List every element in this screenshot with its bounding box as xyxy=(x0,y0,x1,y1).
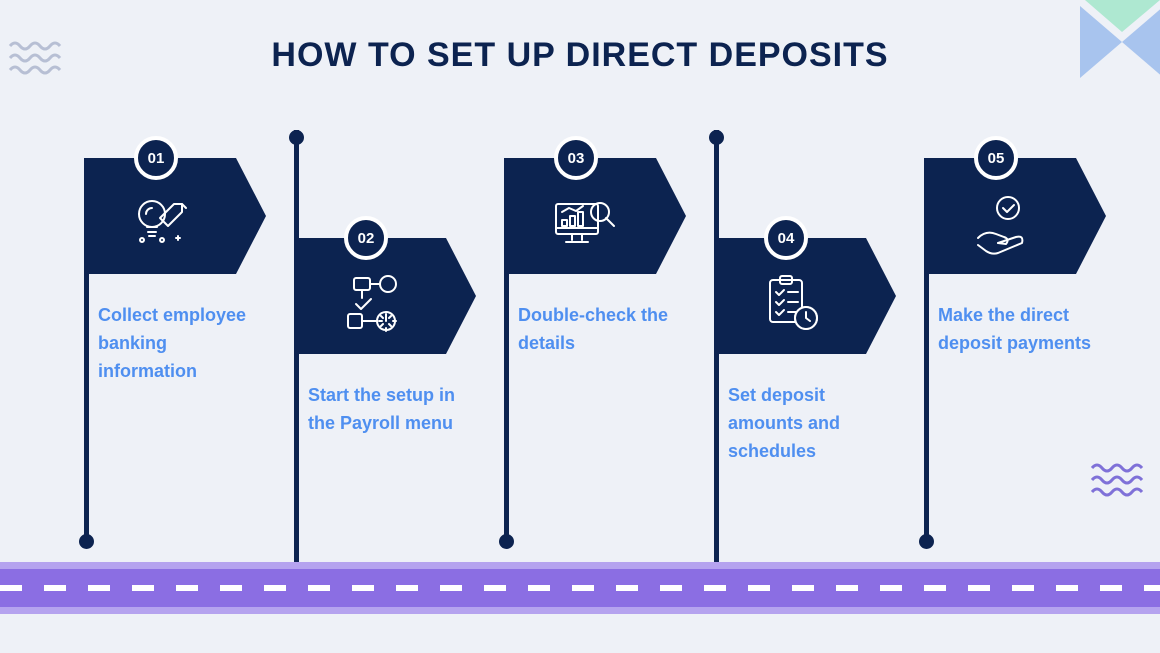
step-number-badge: 05 xyxy=(974,136,1018,180)
flowchart-icon xyxy=(338,270,408,340)
step-pole-dot xyxy=(919,534,934,549)
step-pole-dot xyxy=(499,534,514,549)
step-flag: 05 xyxy=(924,158,1104,274)
step-flag: 02 xyxy=(294,238,474,354)
road xyxy=(0,562,1160,614)
step-number-badge: 02 xyxy=(344,216,388,260)
step-pole-dot xyxy=(709,130,724,145)
triangle-decoration-top-right xyxy=(1030,0,1160,100)
lightbulb-pen-icon xyxy=(128,190,198,260)
page-title: HOW TO SET UP DIRECT DEPOSITS xyxy=(0,0,1160,75)
step-flag: 04 xyxy=(714,238,894,354)
step-description: Start the setup in the Payroll menu xyxy=(308,382,478,438)
checklist-clock-icon xyxy=(758,270,828,340)
monitor-chart-icon xyxy=(548,190,618,260)
hand-check-icon xyxy=(968,190,1038,260)
step-number-badge: 04 xyxy=(764,216,808,260)
step-flag: 01 xyxy=(84,158,264,274)
step-flag: 03 xyxy=(504,158,684,274)
step-description: Collect employee banking information xyxy=(98,302,268,386)
step-pole-dot xyxy=(79,534,94,549)
step-description: Make the direct deposit payments xyxy=(938,302,1108,358)
step-number-badge: 01 xyxy=(134,136,178,180)
step-description: Set deposit amounts and schedules xyxy=(728,382,898,466)
step-number-badge: 03 xyxy=(554,136,598,180)
step-pole-dot xyxy=(289,130,304,145)
steps-container: 01 Collect employee banking information … xyxy=(0,130,1160,610)
wave-decoration-top-left xyxy=(8,40,70,80)
step-description: Double-check the details xyxy=(518,302,688,358)
